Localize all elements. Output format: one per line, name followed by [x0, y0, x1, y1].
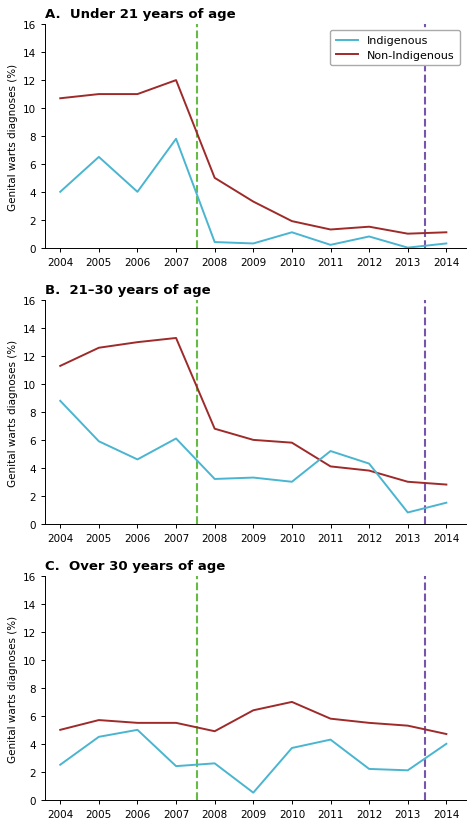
Indigenous [366, 232, 372, 242]
Legend: Indigenous, Non-Indigenous: Indigenous, Non-Indigenous [330, 31, 460, 66]
Non-Indigenous [444, 228, 449, 238]
Non-Indigenous [212, 726, 218, 736]
Y-axis label: Genital warts diagnoses (%): Genital warts diagnoses (%) [9, 339, 18, 486]
Non-Indigenous [328, 225, 333, 235]
Non-Indigenous [444, 480, 449, 490]
Indigenous [328, 734, 333, 744]
Non-Indigenous [405, 229, 410, 239]
Indigenous [57, 760, 63, 770]
Non-Indigenous [250, 198, 256, 208]
Text: A.  Under 21 years of age: A. Under 21 years of age [45, 8, 236, 22]
Indigenous [250, 239, 256, 249]
Indigenous [212, 238, 218, 248]
Non-Indigenous [96, 715, 102, 725]
Non-Indigenous [96, 90, 102, 100]
Non-Indigenous [135, 337, 140, 347]
Non-Indigenous [57, 361, 63, 371]
Line: Non-Indigenous: Non-Indigenous [60, 702, 447, 734]
Indigenous [57, 396, 63, 406]
Non-Indigenous [405, 477, 410, 487]
Non-Indigenous [366, 718, 372, 728]
Indigenous [96, 437, 102, 447]
Indigenous [135, 725, 140, 735]
Non-Indigenous [366, 466, 372, 476]
Indigenous [444, 739, 449, 749]
Indigenous [135, 455, 140, 465]
Non-Indigenous [57, 725, 63, 735]
Indigenous [405, 766, 410, 776]
Indigenous [173, 761, 179, 771]
Non-Indigenous [328, 461, 333, 471]
Non-Indigenous [289, 697, 295, 707]
Indigenous [173, 434, 179, 444]
Non-Indigenous [57, 94, 63, 104]
Non-Indigenous [212, 424, 218, 434]
Non-Indigenous [173, 76, 179, 86]
Non-Indigenous [328, 714, 333, 724]
Indigenous [366, 764, 372, 774]
Indigenous [250, 473, 256, 483]
Non-Indigenous [173, 333, 179, 343]
Indigenous [366, 459, 372, 469]
Non-Indigenous [250, 705, 256, 715]
Text: C.  Over 30 years of age: C. Over 30 years of age [45, 560, 225, 572]
Indigenous [212, 475, 218, 485]
Y-axis label: Genital warts diagnoses (%): Genital warts diagnoses (%) [9, 614, 18, 762]
Indigenous [212, 758, 218, 768]
Non-Indigenous [96, 343, 102, 353]
Indigenous [96, 732, 102, 742]
Line: Indigenous: Indigenous [60, 401, 447, 513]
Text: B.  21–30 years of age: B. 21–30 years of age [45, 284, 210, 297]
Non-Indigenous [173, 718, 179, 728]
Indigenous [289, 228, 295, 238]
Line: Indigenous: Indigenous [60, 140, 447, 248]
Non-Indigenous [289, 438, 295, 448]
Line: Indigenous: Indigenous [60, 730, 447, 793]
Non-Indigenous [250, 435, 256, 445]
Indigenous [444, 239, 449, 249]
Indigenous [289, 743, 295, 753]
Line: Non-Indigenous: Non-Indigenous [60, 81, 447, 234]
Indigenous [405, 243, 410, 253]
Non-Indigenous [135, 90, 140, 100]
Non-Indigenous [405, 721, 410, 731]
Non-Indigenous [444, 729, 449, 739]
Y-axis label: Genital warts diagnoses (%): Genital warts diagnoses (%) [9, 64, 18, 210]
Indigenous [250, 788, 256, 798]
Indigenous [57, 188, 63, 198]
Indigenous [444, 498, 449, 508]
Indigenous [405, 508, 410, 518]
Indigenous [96, 153, 102, 163]
Indigenous [328, 447, 333, 457]
Non-Indigenous [135, 718, 140, 728]
Non-Indigenous [366, 222, 372, 232]
Line: Non-Indigenous: Non-Indigenous [60, 338, 447, 485]
Indigenous [173, 135, 179, 145]
Indigenous [328, 241, 333, 251]
Non-Indigenous [212, 174, 218, 184]
Indigenous [135, 188, 140, 198]
Indigenous [289, 477, 295, 487]
Non-Indigenous [289, 217, 295, 227]
